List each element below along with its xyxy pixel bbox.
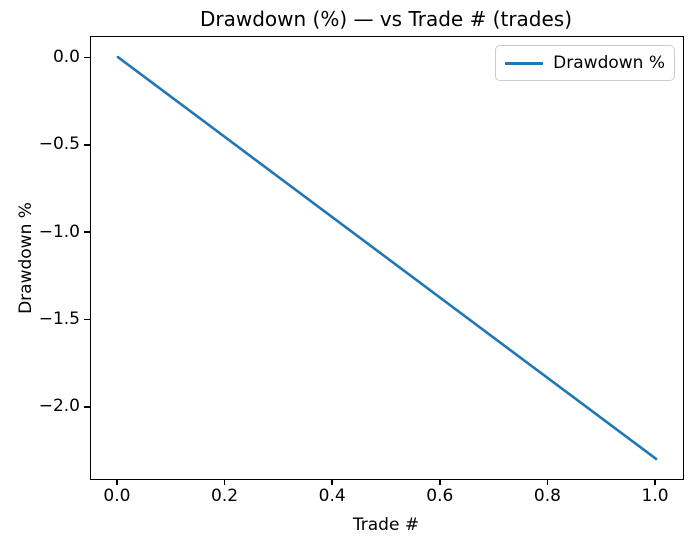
legend: Drawdown % (495, 45, 675, 81)
x-tick-label: 0.0 (103, 486, 131, 507)
plot-svg (116, 55, 658, 461)
x-tick-label: 0.6 (426, 486, 454, 507)
data-line (116, 55, 658, 461)
x-tick (654, 479, 656, 486)
y-tick (84, 144, 90, 146)
y-tick (84, 56, 90, 59)
plot-area: Drawdown % (90, 36, 684, 480)
y-axis-label: Drawdown % (16, 202, 36, 314)
x-tick (116, 479, 118, 486)
x-tick (331, 479, 333, 486)
y-tick (84, 318, 90, 321)
x-tick-label: 0.2 (211, 486, 239, 507)
y-tick-label: −0.5 (38, 134, 80, 155)
x-tick (223, 479, 226, 486)
legend-line-swatch (505, 61, 544, 65)
x-tick (546, 479, 549, 486)
y-tick (84, 406, 90, 408)
y-tick-label: 0.0 (52, 46, 80, 67)
x-tick-label: 1.0 (641, 486, 669, 507)
legend-label: Drawdown % (553, 53, 665, 73)
x-axis-label: Trade # (352, 515, 420, 535)
chart-title: Drawdown (%) — vs Trade # (trades) (199, 7, 573, 31)
x-tick-label: 0.4 (318, 486, 346, 507)
y-tick-label: −1.0 (38, 221, 80, 242)
x-tick-label: 0.8 (533, 486, 561, 507)
x-tick (439, 479, 441, 486)
y-tick-label: −2.0 (38, 396, 80, 417)
y-tick (84, 231, 90, 233)
y-tick-label: −1.5 (38, 309, 80, 330)
